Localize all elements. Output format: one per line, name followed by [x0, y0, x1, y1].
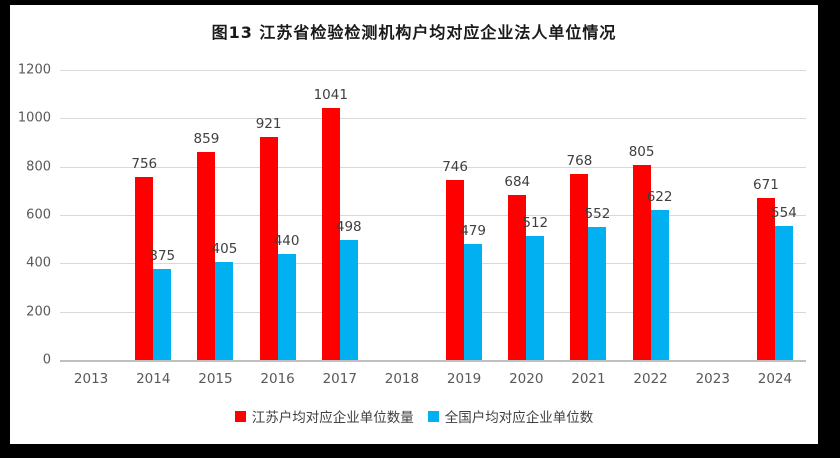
legend-swatch-icon — [427, 410, 439, 422]
x-tick-label: 2021 — [571, 371, 606, 387]
y-tick-label: 400 — [26, 255, 51, 271]
data-label: 768 — [566, 153, 593, 170]
legend-label: 全国户均对应企业单位数 — [444, 410, 594, 426]
bar-series2-2021 — [588, 226, 607, 360]
bar-series1-2020 — [508, 194, 527, 360]
gridline — [60, 263, 806, 265]
x-tick-label: 2016 — [260, 371, 295, 387]
data-label: 859 — [193, 131, 220, 148]
data-label: 921 — [255, 116, 282, 133]
data-label: 684 — [504, 173, 531, 190]
x-tick-label: 2020 — [509, 371, 544, 387]
chart-frame: 图13 江苏省检验检测机构户均对应企业法人单位情况 0 200 400 600 800 1… — [10, 5, 818, 444]
data-label: 440 — [273, 232, 300, 249]
data-label: 552 — [584, 205, 611, 222]
data-label: 498 — [335, 218, 362, 235]
bar-series1-2019 — [446, 179, 465, 360]
bar-series1-2014 — [135, 177, 154, 360]
y-tick-label: 0 — [42, 352, 51, 368]
chart-legend: 江苏户均对应企业单位数量 全国户均对应企业单位数 — [10, 406, 818, 426]
data-label: 375 — [149, 248, 176, 265]
data-label: 805 — [628, 144, 655, 161]
legend-swatch-icon — [234, 410, 246, 422]
x-tick-label: 2017 — [322, 371, 357, 387]
gridline — [60, 166, 806, 168]
bar-series2-2014 — [153, 269, 172, 360]
bar-series1-2017 — [321, 108, 340, 360]
y-tick-label: 800 — [26, 159, 51, 175]
gridline — [60, 311, 806, 313]
bar-series2-2019 — [464, 244, 483, 360]
gridline — [60, 118, 806, 120]
data-label: 512 — [522, 215, 549, 232]
data-label: 756 — [131, 156, 158, 173]
gridline — [60, 70, 806, 71]
gridline — [60, 215, 806, 216]
legend-label: 江苏户均对应企业单位数量 — [251, 410, 414, 426]
x-tick-label: 2022 — [633, 371, 668, 387]
bar-series2-2015 — [215, 262, 234, 360]
y-tick-label: 1000 — [17, 110, 51, 126]
data-label: 1041 — [313, 87, 348, 104]
bar-series1-2021 — [570, 174, 589, 360]
bar-series2-2020 — [526, 236, 545, 360]
y-tick-label: 600 — [26, 207, 51, 223]
bar-series1-2022 — [632, 165, 651, 360]
x-axis-line — [60, 360, 806, 362]
x-tick-label: 2015 — [198, 371, 233, 387]
data-label: 405 — [211, 241, 238, 258]
bar-series2-2024 — [774, 226, 793, 360]
bar-series1-2024 — [756, 197, 775, 360]
chart-plot-area: 0 200 400 600 800 1000 1200 2013 2014 756 375 2015 8… — [18, 63, 806, 387]
y-tick-label: 1200 — [17, 62, 51, 78]
data-label: 554 — [771, 205, 797, 222]
legend-item-series1: 江苏户均对应企业单位数量 — [234, 406, 414, 426]
bar-series1-2015 — [197, 152, 216, 360]
bar-series2-2016 — [277, 253, 296, 360]
data-label: 671 — [753, 176, 779, 193]
x-tick-label: 2023 — [695, 371, 730, 387]
y-tick-label: 200 — [26, 304, 51, 320]
bar-series2-2017 — [339, 239, 358, 360]
data-label: 622 — [646, 188, 673, 205]
x-tick-label: 2018 — [384, 371, 420, 387]
data-label: 746 — [442, 158, 468, 175]
x-tick-label: 2024 — [757, 371, 793, 387]
x-tick-label: 2019 — [446, 371, 482, 387]
bar-series1-2016 — [259, 137, 278, 360]
x-tick-label: 2014 — [136, 371, 171, 387]
bar-series2-2022 — [650, 209, 669, 360]
x-tick-label: 2013 — [73, 371, 109, 387]
legend-item-series2: 全国户均对应企业单位数 — [427, 406, 594, 426]
data-label: 479 — [460, 223, 486, 240]
chart-title: 图13 江苏省检验检测机构户均对应企业法人单位情况 — [211, 23, 617, 42]
